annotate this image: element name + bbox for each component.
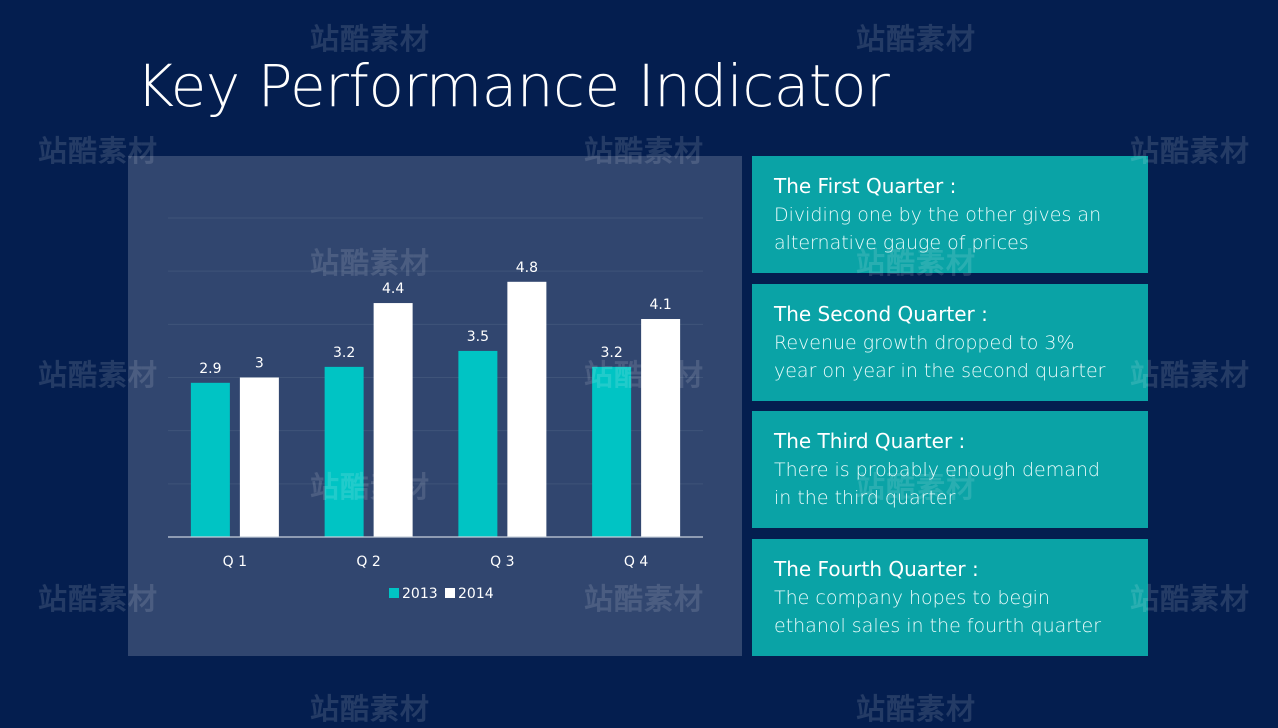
data-label: 3.2 (600, 345, 622, 361)
legend-swatch-2013 (389, 588, 399, 598)
data-label: 3 (255, 356, 264, 372)
chart-panel: 2.9 3 Q 1 3.2 4.4 Q 2 3.5 4.8 Q 3 3.2 4.1 Q 4 2013 20… (128, 156, 742, 656)
watermark: 站酷素材 (1130, 358, 1251, 392)
x-tick-label: Q 3 (490, 554, 514, 570)
card-second-quarter: The Second Quarter : Revenue growth drop… (752, 284, 1148, 401)
watermark: 站酷素材 (310, 692, 431, 726)
data-label: 4.4 (382, 281, 404, 297)
data-label: 2.9 (199, 361, 221, 377)
watermark: 站酷素材 (1130, 134, 1251, 168)
watermark: 站酷素材 (1130, 582, 1251, 616)
legend-swatch-2014 (445, 588, 455, 598)
card-line: Revenue growth dropped to 3% (774, 332, 1075, 354)
card-line: in the third quarter (774, 487, 956, 509)
data-label: 4.8 (516, 260, 538, 276)
data-label: 4.1 (649, 297, 671, 313)
card-heading: The Second Quarter : (774, 302, 988, 326)
card-first-quarter: The First Quarter : Dividing one by the … (752, 156, 1148, 273)
card-line: year on year in the second quarter (774, 360, 1106, 382)
card-line: Dividing one by the other gives an (774, 204, 1102, 226)
card-third-quarter: The Third Quarter : There is probably en… (752, 411, 1148, 528)
legend-label-2013: 2013 (402, 586, 438, 602)
data-label: 3.5 (467, 329, 489, 345)
card-fourth-quarter: The Fourth Quarter : The company hopes t… (752, 539, 1148, 656)
card-line: alternative gauge of prices (774, 232, 1029, 254)
bar-2014-2 (373, 303, 413, 537)
bar-2013-4 (592, 366, 632, 537)
bar-2013-2 (324, 366, 364, 537)
x-tick-label: Q 2 (356, 554, 380, 570)
x-tick-label: Q 4 (624, 554, 648, 570)
card-heading: The First Quarter : (774, 174, 957, 198)
card-line: ethanol sales in the fourth quarter (774, 615, 1102, 637)
bar-2014-3 (507, 281, 547, 537)
bar-2014-4 (641, 319, 681, 537)
card-heading: The Fourth Quarter : (774, 557, 979, 581)
card-line: There is probably enough demand (774, 459, 1100, 481)
bar-2013-1 (190, 382, 230, 537)
legend-label-2014: 2014 (458, 586, 494, 602)
x-tick-label: Q 1 (223, 554, 247, 570)
bar-2013-3 (458, 350, 498, 537)
card-line: The company hopes to begin (774, 587, 1050, 609)
watermark: 站酷素材 (856, 692, 977, 726)
data-label: 3.2 (333, 345, 355, 361)
card-heading: The Third Quarter : (774, 429, 966, 453)
bar-2014-1 (239, 377, 279, 537)
bar-chart: 2.9 3 Q 1 3.2 4.4 Q 2 3.5 4.8 Q 3 3.2 4.1 Q 4 2013 20… (168, 217, 703, 602)
page-title: Key Performance Indicator (136, 52, 890, 120)
